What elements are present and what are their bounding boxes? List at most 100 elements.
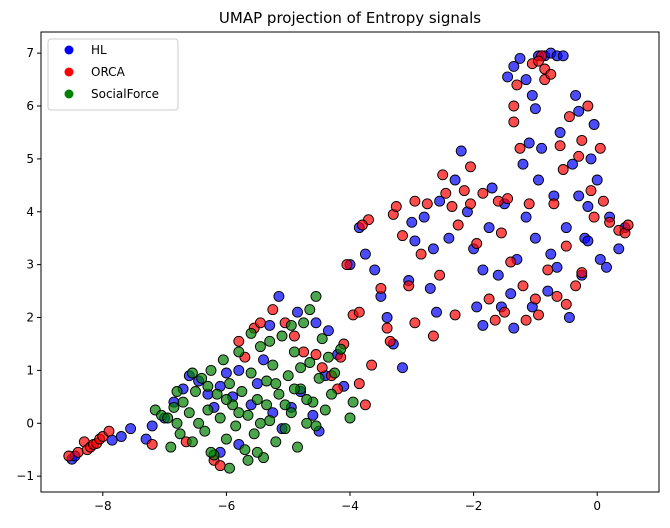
point-hl — [486, 182, 498, 194]
point-orca — [353, 378, 365, 390]
point-socialforce — [273, 388, 285, 400]
point-hl — [409, 235, 421, 247]
point-hl — [418, 211, 430, 223]
point-hl — [508, 322, 520, 334]
point-orca — [437, 169, 449, 181]
y-tick-label: 5 — [26, 152, 34, 166]
point-hl — [471, 301, 483, 313]
y-tick-label: 6 — [26, 99, 34, 113]
point-hl — [427, 243, 439, 255]
point-hl — [443, 232, 455, 244]
point-socialforce — [196, 372, 208, 384]
point-orca — [499, 306, 510, 318]
point-socialforce — [183, 407, 195, 419]
point-orca — [533, 309, 544, 321]
legend: HL ORCA SocialForce — [47, 38, 179, 111]
point-socialforce — [220, 394, 232, 405]
point-orca — [573, 150, 585, 162]
point-socialforce — [190, 386, 201, 397]
point-orca — [545, 68, 557, 80]
point-hl — [526, 89, 538, 101]
point-orca — [384, 335, 396, 347]
point-orca — [415, 248, 427, 260]
point-hl — [359, 248, 371, 260]
point-socialforce — [236, 386, 248, 397]
point-orca — [508, 116, 520, 128]
point-hl — [533, 174, 544, 186]
point-orca — [495, 227, 507, 239]
point-socialforce — [295, 362, 307, 374]
point-socialforce — [242, 409, 254, 421]
y-tick-label: 7 — [26, 46, 34, 60]
point-hl — [520, 74, 532, 86]
point-orca — [594, 142, 606, 154]
point-socialforce — [211, 388, 223, 400]
x-axis: −8 −6 −4 −2 0 — [94, 492, 601, 513]
point-socialforce — [177, 396, 189, 408]
point-orca — [511, 79, 523, 91]
point-hl — [582, 235, 594, 247]
point-socialforce — [245, 327, 257, 339]
point-hl — [545, 248, 557, 260]
series-socialforce — [149, 290, 359, 474]
point-orca — [465, 161, 476, 173]
point-hl — [146, 420, 158, 432]
point-socialforce — [304, 304, 316, 316]
point-hl — [505, 288, 517, 300]
point-socialforce — [171, 417, 183, 429]
legend-label-hl: HL — [91, 43, 107, 57]
point-orca — [502, 193, 514, 205]
point-hl — [502, 71, 514, 83]
point-socialforce — [288, 383, 300, 395]
point-orca — [381, 322, 393, 334]
point-hl — [573, 105, 585, 117]
point-orca — [233, 335, 245, 347]
point-orca — [508, 100, 520, 112]
point-hl — [508, 60, 520, 72]
point-hl — [455, 145, 467, 157]
point-orca — [375, 282, 387, 294]
x-tick-label: −6 — [218, 499, 236, 513]
point-socialforce — [276, 330, 288, 342]
point-socialforce — [261, 375, 273, 387]
point-orca — [214, 460, 226, 472]
point-orca — [471, 238, 483, 249]
point-socialforce — [264, 415, 276, 427]
point-socialforce — [220, 433, 232, 445]
point-socialforce — [214, 412, 226, 424]
point-hl — [106, 434, 118, 446]
point-orca — [517, 280, 529, 292]
point-socialforce — [248, 428, 260, 440]
point-hl — [307, 409, 319, 421]
point-socialforce — [313, 372, 325, 384]
point-hl — [588, 119, 600, 130]
point-socialforce — [199, 425, 211, 437]
point-orca — [353, 306, 365, 318]
legend-marker-hl — [64, 45, 74, 55]
point-hl — [449, 174, 461, 186]
point-hl — [520, 211, 532, 223]
point-socialforce — [251, 446, 263, 458]
x-tick-label: 0 — [593, 499, 601, 513]
point-socialforce — [162, 412, 174, 424]
point-socialforce — [279, 399, 291, 411]
chart-title: UMAP projection of Entropy signals — [219, 9, 481, 27]
point-socialforce — [282, 370, 294, 382]
point-hl — [492, 269, 504, 281]
y-tick-label: 0 — [26, 416, 34, 430]
point-socialforce — [168, 401, 180, 413]
point-orca — [465, 198, 476, 210]
point-hl — [594, 253, 606, 265]
point-orca — [397, 230, 408, 242]
point-socialforce — [254, 417, 266, 429]
point-hl — [251, 378, 263, 390]
point-orca — [390, 201, 402, 212]
point-orca — [622, 219, 634, 231]
point-hl — [424, 282, 436, 294]
point-orca — [585, 185, 597, 197]
point-hl — [551, 261, 563, 273]
point-socialforce — [310, 290, 322, 302]
point-socialforce — [319, 404, 331, 416]
point-orca — [63, 450, 75, 462]
point-hl — [125, 423, 137, 435]
